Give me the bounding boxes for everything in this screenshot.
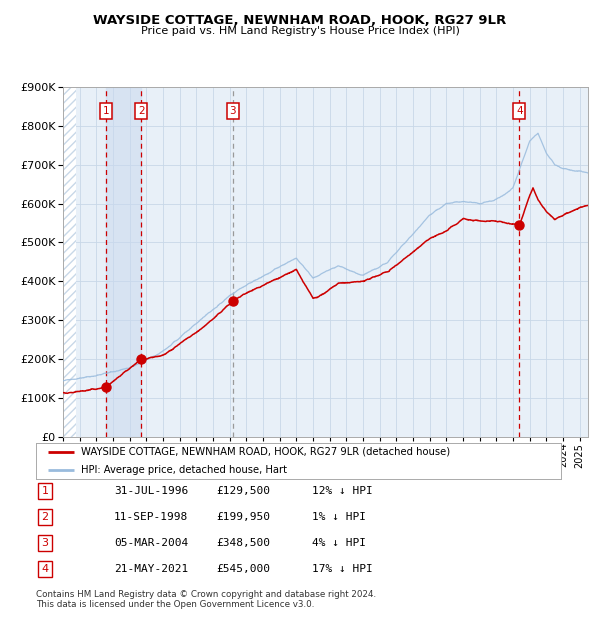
Bar	[63, 87, 76, 437]
Text: 4: 4	[41, 564, 49, 574]
Text: £199,950: £199,950	[216, 512, 270, 522]
Text: 2: 2	[138, 106, 145, 116]
Text: 1: 1	[103, 106, 109, 116]
Text: WAYSIDE COTTAGE, NEWNHAM ROAD, HOOK, RG27 9LR: WAYSIDE COTTAGE, NEWNHAM ROAD, HOOK, RG2…	[94, 14, 506, 27]
Text: 31-JUL-1996: 31-JUL-1996	[114, 486, 188, 496]
Text: WAYSIDE COTTAGE, NEWNHAM ROAD, HOOK, RG27 9LR (detached house): WAYSIDE COTTAGE, NEWNHAM ROAD, HOOK, RG2…	[80, 446, 450, 457]
Text: £545,000: £545,000	[216, 564, 270, 574]
Text: 3: 3	[229, 106, 236, 116]
Text: This data is licensed under the Open Government Licence v3.0.: This data is licensed under the Open Gov…	[36, 600, 314, 609]
Text: Price paid vs. HM Land Registry's House Price Index (HPI): Price paid vs. HM Land Registry's House …	[140, 26, 460, 36]
Text: 05-MAR-2004: 05-MAR-2004	[114, 538, 188, 548]
Text: 1: 1	[41, 486, 49, 496]
Text: 3: 3	[41, 538, 49, 548]
Text: 4: 4	[516, 106, 523, 116]
Text: HPI: Average price, detached house, Hart: HPI: Average price, detached house, Hart	[80, 464, 287, 475]
Text: 12% ↓ HPI: 12% ↓ HPI	[312, 486, 373, 496]
Text: 11-SEP-1998: 11-SEP-1998	[114, 512, 188, 522]
Text: 4% ↓ HPI: 4% ↓ HPI	[312, 538, 366, 548]
Text: £129,500: £129,500	[216, 486, 270, 496]
Bar	[106, 87, 142, 437]
Text: Contains HM Land Registry data © Crown copyright and database right 2024.: Contains HM Land Registry data © Crown c…	[36, 590, 376, 599]
Text: 17% ↓ HPI: 17% ↓ HPI	[312, 564, 373, 574]
Text: 21-MAY-2021: 21-MAY-2021	[114, 564, 188, 574]
Text: 1% ↓ HPI: 1% ↓ HPI	[312, 512, 366, 522]
Text: £348,500: £348,500	[216, 538, 270, 548]
Text: 2: 2	[41, 512, 49, 522]
